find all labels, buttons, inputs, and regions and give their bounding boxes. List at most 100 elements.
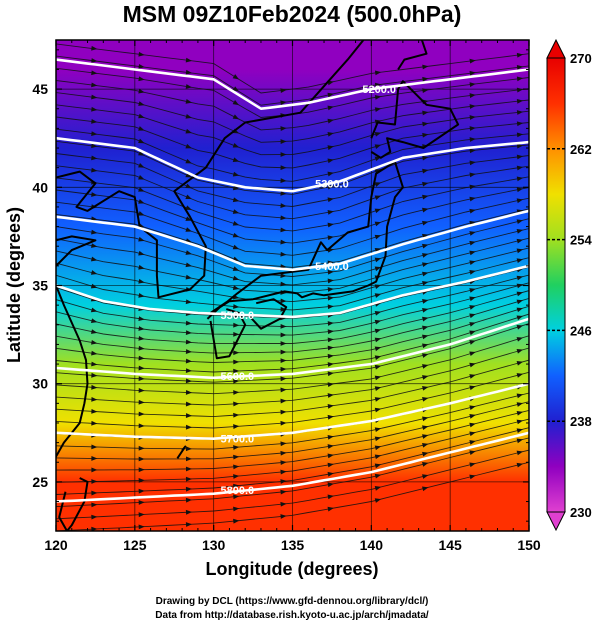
streamline-arrow — [516, 299, 524, 305]
streamline-arrow — [91, 456, 98, 461]
streamline-arrow — [422, 64, 429, 70]
streamline-arrow — [138, 101, 145, 106]
streamline-arrow — [516, 349, 524, 354]
contour-5200.0 — [56, 58, 529, 110]
streamline-arrow — [185, 183, 192, 189]
streamline-arrow — [469, 196, 476, 202]
streamline-arrow — [469, 270, 476, 275]
colorbar-scale — [546, 57, 566, 513]
streamline-arrow — [516, 154, 524, 160]
colorbar-tick-label: 270 — [570, 51, 592, 66]
streamline-arrow — [232, 232, 240, 238]
streamline-arrow — [469, 160, 476, 166]
streamline-arrow — [327, 184, 334, 190]
streamline — [56, 208, 529, 268]
contour-5500.0 — [56, 264, 529, 319]
streamline-arrow — [138, 88, 145, 94]
streamline-arrow — [91, 243, 98, 248]
streamline-arrow — [90, 256, 98, 262]
streamline-arrow — [516, 165, 524, 171]
streamline-arrow — [516, 143, 524, 149]
streamline-arrow — [233, 494, 240, 500]
streamline-arrow — [327, 210, 334, 215]
y-axis-label: Latitude (degrees) — [4, 207, 24, 363]
streamline-arrow — [185, 522, 192, 527]
streamline — [56, 305, 529, 363]
streamline-arrow — [469, 93, 476, 98]
streamline-arrow — [280, 281, 287, 287]
streamline-arrow — [469, 414, 476, 419]
streamline — [56, 392, 529, 450]
streamline-arrow — [469, 322, 476, 327]
streamline-arrow — [91, 467, 98, 473]
coastline-segment — [56, 285, 89, 459]
streamline-arrow — [185, 262, 192, 268]
streamline-arrow — [469, 440, 476, 445]
streamline-arrow — [280, 227, 287, 233]
streamline-arrow — [280, 88, 287, 93]
colorbar-tick-label: 246 — [570, 323, 592, 338]
streamline-arrow — [138, 113, 145, 119]
streamline-arrow — [374, 355, 382, 361]
streamline-arrow — [422, 307, 429, 313]
streamline-arrow — [280, 215, 287, 221]
streamline-arrow — [91, 106, 98, 112]
streamline-arrow — [280, 203, 287, 208]
streamline-arrow — [232, 74, 239, 80]
streamline-arrow — [469, 305, 476, 310]
streamline-arrow — [327, 171, 334, 177]
streamline-arrow — [469, 313, 476, 319]
streamline-arrow — [185, 456, 192, 462]
streamline-arrow — [138, 64, 145, 69]
colorbar-tick-label: 254 — [570, 233, 592, 248]
streamline-arrow — [327, 287, 334, 292]
streamline-arrow — [469, 82, 476, 87]
streamline-arrow — [327, 345, 334, 351]
streamline-arrow — [516, 373, 524, 378]
streamline-arrow — [233, 359, 240, 365]
streamline-arrow — [422, 181, 429, 187]
streamline-arrow — [469, 208, 476, 214]
streamline-arrow — [469, 172, 476, 178]
streamline-arrow — [185, 194, 192, 200]
streamline-arrow — [327, 434, 334, 440]
streamline-arrow — [185, 227, 192, 232]
streamline — [56, 282, 529, 336]
streamline-arrow — [327, 92, 334, 98]
streamline-arrow — [327, 403, 334, 409]
streamline-arrow — [516, 219, 524, 224]
streamline-arrow — [374, 473, 382, 479]
streamline-arrow — [233, 378, 240, 384]
streamline-arrow — [469, 240, 476, 246]
streamline-arrow — [469, 405, 476, 410]
streamline-arrow — [374, 486, 382, 491]
streamline-arrow — [280, 376, 287, 382]
x-tick-label: 130 — [202, 537, 226, 553]
y-tick-label: 40 — [32, 179, 48, 195]
streamline-arrow — [90, 270, 98, 275]
x-tick-label: 145 — [438, 537, 462, 553]
contour-5700.0 — [56, 382, 529, 440]
coastline-segment — [56, 40, 365, 299]
streamline-arrow — [327, 222, 334, 228]
streamline-arrow — [91, 82, 98, 88]
streamline-arrow — [469, 340, 476, 345]
streamline-arrow — [422, 194, 429, 200]
streamline-arrow — [185, 339, 192, 345]
streamline-arrow — [422, 425, 429, 431]
streamline-arrow — [327, 382, 334, 388]
streamline-arrow — [374, 337, 382, 343]
streamline-arrow — [233, 412, 240, 418]
streamline-arrow — [516, 248, 524, 254]
streamline-arrow — [422, 155, 429, 161]
streamline — [56, 176, 529, 232]
streamline-arrow — [327, 353, 334, 359]
streamline-arrow — [138, 388, 145, 393]
streamline — [56, 266, 529, 319]
streamline-arrow — [422, 474, 429, 479]
streamline-arrow — [280, 190, 287, 196]
streamline-arrow — [185, 390, 192, 395]
streamline-arrow — [185, 368, 192, 373]
streamline-arrow — [422, 385, 429, 391]
streamline-arrow — [280, 358, 287, 364]
